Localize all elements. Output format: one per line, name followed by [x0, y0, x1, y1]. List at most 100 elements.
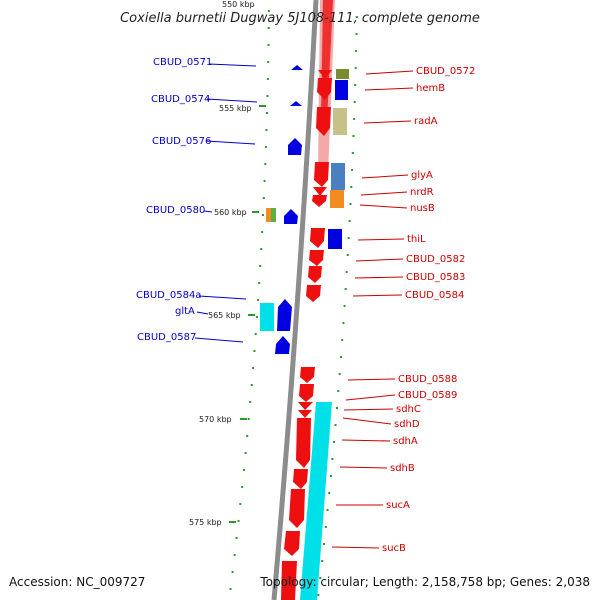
kbp-label-550: 550 kbp	[222, 0, 255, 9]
tick-dot	[242, 469, 245, 471]
tick-dot	[326, 509, 329, 511]
gene-arrow-CBUD_0572[interactable]	[318, 70, 332, 79]
gene-label-CBUD_0588[interactable]: CBUD_0588	[398, 374, 457, 385]
tick-dot	[267, 44, 270, 46]
tick-dot	[341, 339, 344, 341]
gene-arrow-nusB[interactable]	[312, 195, 327, 207]
gene-box-CBUD_0580-a[interactable]	[266, 208, 271, 222]
gene-arrow-sdhC[interactable]	[298, 402, 313, 410]
tick-dot	[229, 588, 232, 590]
gene-box-radA[interactable]	[333, 108, 347, 135]
tick-dot	[266, 78, 269, 80]
tick-dot	[344, 288, 347, 290]
gene-label-hemB[interactable]: hemB	[416, 83, 445, 94]
gene-arrow-radA[interactable]	[316, 107, 331, 136]
gene-box-CBUD_0572[interactable]	[336, 69, 349, 79]
leader-line	[331, 546, 380, 549]
gene-label-CBUD_0572[interactable]: CBUD_0572	[416, 66, 475, 77]
gene-box-CBUD_0580-b[interactable]	[271, 208, 276, 222]
gene-label-sdhB[interactable]: sdhB	[390, 463, 415, 474]
gene-label-CBUD_0580[interactable]: CBUD_0580	[146, 205, 205, 216]
gene-label-CBUD_0589[interactable]: CBUD_0589	[398, 390, 457, 401]
gene-label-sucB[interactable]: sucB	[382, 543, 406, 554]
right-gene-labels: CBUD_0572 hemB radA glyA nrdR nusB thiL CBUD_05…	[331, 66, 475, 554]
gene-label-CBUD_0582[interactable]: CBUD_0582	[406, 254, 465, 265]
gene-label-glyA[interactable]: glyA	[411, 170, 433, 181]
tick-dot	[244, 452, 247, 454]
gene-box-thiL[interactable]	[328, 229, 342, 249]
gene-arrow-sdhA[interactable]	[296, 418, 311, 468]
tick-dot	[335, 407, 338, 409]
tick-dot	[266, 112, 268, 114]
kbp-tick-565	[248, 314, 255, 316]
gene-arrow-CBUD_0574[interactable]	[290, 101, 302, 106]
leader-line	[339, 466, 388, 469]
gene-box-glyA[interactable]	[331, 163, 345, 190]
tick-dot	[352, 135, 355, 137]
gene-label-sdhA[interactable]: sdhA	[393, 436, 418, 447]
gene-arrow-CBUD_0576[interactable]	[288, 138, 302, 155]
genome-backbone	[271, 0, 319, 600]
leader-line	[345, 394, 396, 401]
gene-arrow-sucA[interactable]	[289, 489, 305, 528]
gene-arrow-CBUD_0587[interactable]	[275, 336, 290, 354]
tick-dot	[345, 271, 348, 273]
gene-arrow-nrdR[interactable]	[313, 187, 327, 196]
tick-dot	[249, 401, 252, 403]
gene-label-gltA[interactable]: gltA	[175, 306, 195, 317]
gene-label-CBUD_0571[interactable]: CBUD_0571	[153, 57, 212, 68]
gene-arrow-sdhD[interactable]	[298, 410, 312, 418]
topology-text: Topology: circular; Length: 2,158,758 bp…	[259, 575, 590, 589]
gene-arrow-CBUD_0571[interactable]	[291, 65, 303, 70]
tick-dot	[255, 316, 258, 318]
leader-line	[354, 276, 404, 279]
gene-arrow-CBUD_0583[interactable]	[308, 266, 322, 283]
gene-arrow-CBUD_0582[interactable]	[309, 250, 324, 266]
gene-arrow-CBUD_0589[interactable]	[299, 384, 314, 402]
gene-label-CBUD_0584[interactable]: CBUD_0584	[405, 290, 464, 301]
gene-box-hemB[interactable]	[335, 80, 348, 100]
gene-label-CBUD_0583[interactable]: CBUD_0583	[406, 272, 465, 283]
gene-label-nrdR[interactable]: nrdR	[410, 187, 434, 198]
gene-arrow-thiL[interactable]	[310, 228, 325, 248]
gene-label-sdhC[interactable]: sdhC	[396, 404, 421, 415]
gene-label-nusB[interactable]: nusB	[410, 203, 435, 214]
gene-arrow-bottom[interactable]	[281, 561, 297, 600]
gene-label-radA[interactable]: radA	[414, 116, 438, 127]
gene-label-CBUD_0587[interactable]: CBUD_0587	[137, 332, 196, 343]
tick-dot	[331, 458, 334, 460]
gene-box-CBUD_0584a[interactable]	[260, 303, 274, 331]
tick-dot	[258, 282, 261, 284]
tick-dot	[319, 577, 322, 579]
tick-dot	[333, 441, 335, 443]
tick-dot	[257, 299, 260, 301]
gene-arrow-sdhB[interactable]	[293, 469, 308, 489]
gene-label-CBUD_0576[interactable]: CBUD_0576	[152, 136, 211, 147]
tick-dot	[337, 390, 340, 392]
gene-arrow-gltA[interactable]	[277, 299, 292, 331]
gene-arrow-CBUD_0584[interactable]	[306, 285, 321, 302]
gene-arrow-CBUD_0580[interactable]	[284, 209, 298, 224]
gene-label-CBUD_0574[interactable]: CBUD_0574	[151, 94, 210, 105]
colored-features	[260, 69, 349, 331]
tick-dot	[239, 503, 242, 505]
gene-arrow-sucB[interactable]	[284, 531, 300, 556]
tick-dot	[237, 520, 240, 522]
kbp-tick-570	[240, 418, 247, 420]
tick-dot	[261, 231, 264, 233]
gene-label-thiL[interactable]: thiL	[407, 234, 426, 245]
reverse-strand-features	[281, 70, 332, 600]
gene-box-nusB[interactable]	[330, 190, 344, 208]
kbp-label-570: 570 kbp	[199, 415, 232, 424]
gene-label-sdhD[interactable]: sdhD	[394, 419, 420, 430]
tick-dot	[254, 333, 257, 335]
gene-arrow-glyA[interactable]	[314, 162, 329, 187]
leader-line	[359, 204, 408, 209]
gene-arrow-hemB[interactable]	[317, 78, 332, 100]
gene-label-CBUD_0584a[interactable]: CBUD_0584a	[136, 290, 201, 301]
leader-line	[343, 408, 394, 411]
tick-dot	[342, 322, 345, 324]
gene-label-sucA[interactable]: sucA	[386, 500, 410, 511]
gene-arrow-CBUD_0588[interactable]	[300, 367, 315, 383]
